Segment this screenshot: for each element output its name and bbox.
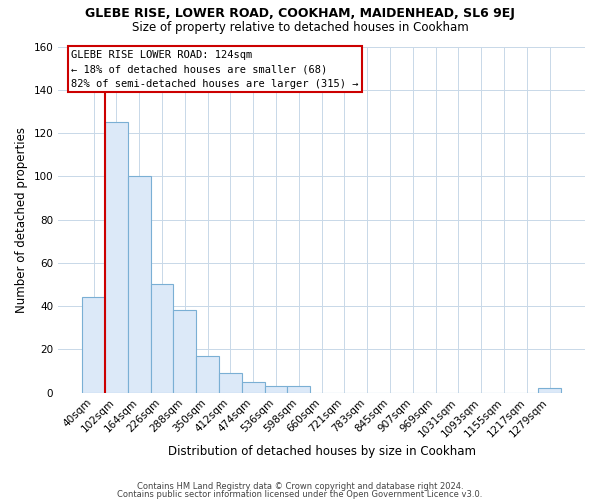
Text: Contains HM Land Registry data © Crown copyright and database right 2024.: Contains HM Land Registry data © Crown c… <box>137 482 463 491</box>
Text: Size of property relative to detached houses in Cookham: Size of property relative to detached ho… <box>131 21 469 34</box>
Y-axis label: Number of detached properties: Number of detached properties <box>15 126 28 312</box>
Bar <box>151 284 173 393</box>
Bar <box>82 298 105 392</box>
Bar <box>265 386 287 392</box>
X-axis label: Distribution of detached houses by size in Cookham: Distribution of detached houses by size … <box>167 444 476 458</box>
Bar <box>242 382 265 392</box>
Text: GLEBE RISE LOWER ROAD: 124sqm
← 18% of detached houses are smaller (68)
82% of s: GLEBE RISE LOWER ROAD: 124sqm ← 18% of d… <box>71 50 359 89</box>
Text: Contains public sector information licensed under the Open Government Licence v3: Contains public sector information licen… <box>118 490 482 499</box>
Bar <box>105 122 128 392</box>
Bar <box>196 356 219 393</box>
Bar <box>287 386 310 392</box>
Bar <box>538 388 561 392</box>
Bar <box>128 176 151 392</box>
Bar <box>173 310 196 392</box>
Bar <box>219 373 242 392</box>
Text: GLEBE RISE, LOWER ROAD, COOKHAM, MAIDENHEAD, SL6 9EJ: GLEBE RISE, LOWER ROAD, COOKHAM, MAIDENH… <box>85 8 515 20</box>
